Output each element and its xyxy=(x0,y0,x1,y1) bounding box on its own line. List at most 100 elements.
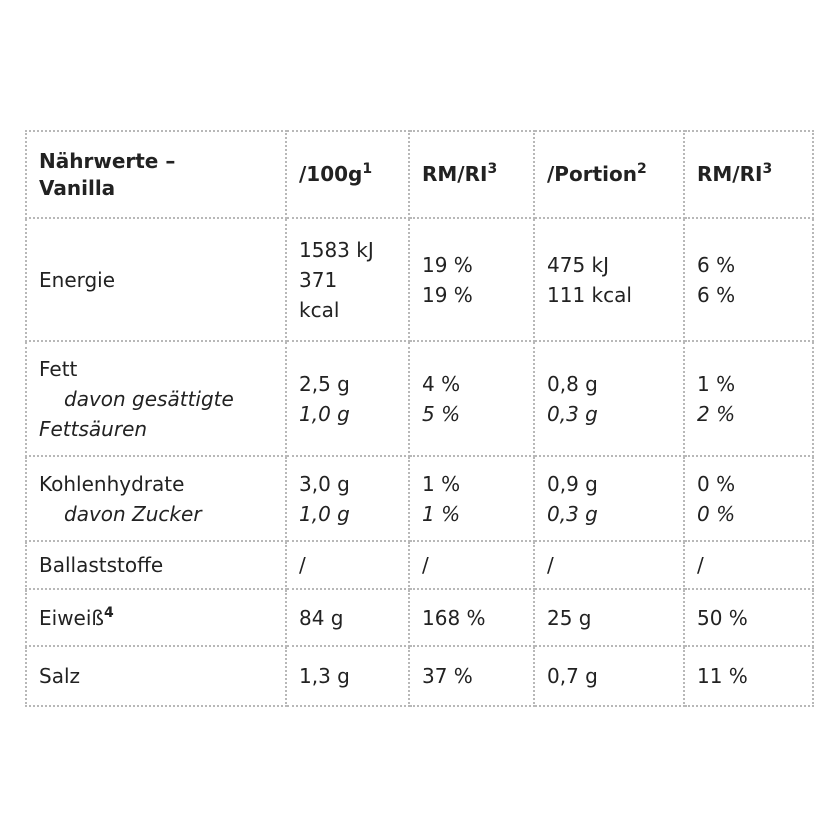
cell-text: Nährwerte – Vanilla xyxy=(39,148,176,200)
cell-text: davon Zucker xyxy=(64,501,202,526)
cell-line: 19 % xyxy=(422,250,533,280)
footnote-mark: 4 xyxy=(104,604,114,621)
nutrition-table: Nährwerte – Vanilla/100g1 RM/RI3/Portion2… xyxy=(25,130,814,707)
cell-text: Fett xyxy=(39,356,78,381)
cell-line: 0,7 g xyxy=(547,661,683,691)
cell-line: 0 % xyxy=(697,499,812,529)
cell-text: 3,0 g xyxy=(299,471,350,496)
cell-line: 4 % xyxy=(422,369,533,399)
cell-line: 25 g xyxy=(547,603,683,633)
cell-line: 1 % xyxy=(422,499,533,529)
cell-line: 0,8 g xyxy=(547,369,683,399)
table-cell: 19 % 19 % xyxy=(408,217,535,342)
table-cell: / xyxy=(285,540,410,590)
table-cell: 3,0 g 1,0 g xyxy=(285,455,410,542)
cell-text: 4 % xyxy=(422,371,461,396)
cell-text: davon gesättigte xyxy=(64,386,234,411)
cell-text: 1 % xyxy=(422,501,461,526)
table-row: Ballaststoffe / / / / xyxy=(25,540,814,590)
table-row: Energie 1583 kJ 371 kcal 19 % 19 % 475 kJ 111 k… xyxy=(25,217,814,342)
table-cell: 168 % xyxy=(408,588,535,647)
table-cell: 1583 kJ 371 kcal xyxy=(285,217,410,342)
table-cell: 50 % xyxy=(683,588,814,647)
cell-line: 371 xyxy=(299,265,408,295)
cell-line: 3,0 g xyxy=(299,469,408,499)
cell-text: 0,3 g xyxy=(547,501,598,526)
cell-text: 19 % xyxy=(422,252,473,277)
footnote-mark: 3 xyxy=(487,161,498,177)
cell-text: RM/RI xyxy=(422,162,488,186)
cell-line: / xyxy=(299,550,408,580)
cell-line: Fettsäuren xyxy=(39,414,285,444)
cell-line: 1 % xyxy=(697,369,812,399)
header-row: Nährwerte – Vanilla/100g1 RM/RI3/Portion2… xyxy=(25,130,814,219)
cell-text: Kohlenhydrate xyxy=(39,471,185,496)
cell-line: 19 % xyxy=(422,280,533,310)
cell-line: RM/RI3 xyxy=(422,161,533,188)
cell-line: 2 % xyxy=(697,399,812,429)
table-cell: 0,7 g xyxy=(533,645,685,707)
table-cell: 1 % 1 % xyxy=(408,455,535,542)
cell-line: 1583 kJ xyxy=(299,235,408,265)
cell-text: / xyxy=(547,553,554,577)
cell-line: / xyxy=(697,550,812,580)
table-cell: 6 % 6 % xyxy=(683,217,814,342)
table-cell: 1 % 2 % xyxy=(683,340,814,457)
cell-line: Fett xyxy=(39,354,285,384)
table-cell: Kohlenhydrate davon Zucker xyxy=(25,455,287,542)
footnote-mark: 1 xyxy=(362,161,373,177)
cell-text: 2 % xyxy=(697,401,736,426)
cell-text: 25 g xyxy=(547,605,592,630)
table-row: Salz 1,3 g 37 % 0,7 g 11 % xyxy=(25,645,814,707)
cell-line: Ballaststoffe xyxy=(39,550,285,580)
cell-line: Salz xyxy=(39,661,285,691)
cell-line: 0,3 g xyxy=(547,399,683,429)
cell-text: / xyxy=(299,553,306,577)
cell-line: /Portion2 xyxy=(547,161,683,188)
cell-line: Kohlenhydrate xyxy=(39,469,285,499)
cell-text: 1,0 g xyxy=(299,401,350,426)
cell-text: 19 % xyxy=(422,282,473,307)
table-cell: 4 % 5 % xyxy=(408,340,535,457)
cell-line: Nährwerte – Vanilla xyxy=(39,148,225,202)
cell-line: / xyxy=(547,550,683,580)
table-cell: / xyxy=(683,540,814,590)
cell-text: 5 % xyxy=(422,401,461,426)
cell-line: 84 g xyxy=(299,603,408,633)
cell-line: 1 % xyxy=(422,469,533,499)
cell-line: 2,5 g xyxy=(299,369,408,399)
cell-text: RM/RI xyxy=(697,162,763,186)
cell-line: 0 % xyxy=(697,469,812,499)
cell-line: kcal xyxy=(299,295,408,325)
cell-text: 37 % xyxy=(422,664,473,688)
table-cell: Ballaststoffe xyxy=(25,540,287,590)
cell-text: /100g xyxy=(299,162,363,186)
cell-line: / xyxy=(422,550,533,580)
cell-text: 1,0 g xyxy=(299,501,350,526)
table-cell: 0 % 0 % xyxy=(683,455,814,542)
cell-line: 1,0 g xyxy=(299,399,408,429)
table-cell: Salz xyxy=(25,645,287,707)
cell-text: 6 % xyxy=(697,252,736,277)
cell-text: 0,7 g xyxy=(547,664,598,688)
cell-text: 50 % xyxy=(697,605,748,630)
cell-line: 0,9 g xyxy=(547,469,683,499)
cell-text: 475 kJ xyxy=(547,252,610,277)
table-row: Fett davon gesättigte Fettsäuren 2,5 g 1,0 g… xyxy=(25,340,814,457)
cell-line: 5 % xyxy=(422,399,533,429)
cell-text: 0 % xyxy=(697,471,736,496)
cell-text: Ballaststoffe xyxy=(39,553,164,577)
cell-line: 1,3 g xyxy=(299,661,408,691)
cell-text: 1583 kJ xyxy=(299,237,374,262)
cell-text: Salz xyxy=(39,664,81,688)
cell-text: 0 % xyxy=(697,501,736,526)
footnote-mark: 2 xyxy=(636,161,647,177)
cell-text: 84 g xyxy=(299,605,344,630)
cell-line: 50 % xyxy=(697,603,812,633)
table-cell: Fett davon gesättigte Fettsäuren xyxy=(25,340,287,457)
cell-line: davon Zucker xyxy=(39,499,285,529)
cell-text: 6 % xyxy=(697,282,736,307)
cell-text: 2,5 g xyxy=(299,371,350,396)
header-cell: /Portion2 xyxy=(533,130,685,219)
table-cell: 2,5 g 1,0 g xyxy=(285,340,410,457)
